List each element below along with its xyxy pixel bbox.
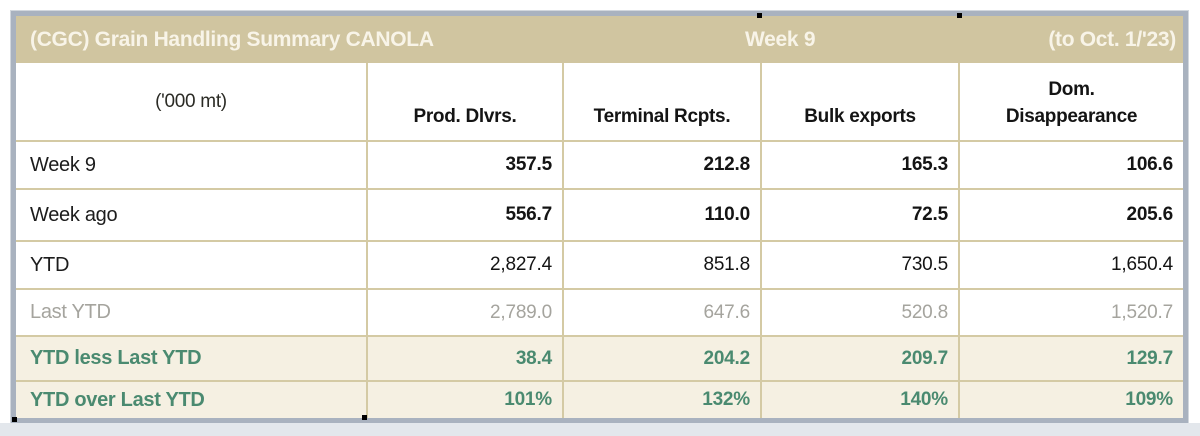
selection-handle[interactable] <box>362 415 367 420</box>
unit-label-cell: ('000 mt) <box>16 63 368 140</box>
cell-value: 72.5 <box>762 190 960 240</box>
cell-value: 730.5 <box>762 242 960 288</box>
cell-value: 165.3 <box>762 142 960 188</box>
table-row-week9: Week 9 357.5 212.8 165.3 106.6 <box>16 142 1183 190</box>
column-header-terminal-rcpts: Terminal Rcpts. <box>564 63 762 140</box>
cell-value: 647.6 <box>564 290 762 335</box>
cell-value: 212.8 <box>564 142 762 188</box>
row-label: Week 9 <box>16 142 368 188</box>
cell-value: 851.8 <box>564 242 762 288</box>
cell-value: 1,650.4 <box>1111 254 1173 275</box>
table-row-week-ago: Week ago 556.7 110.0 72.5 205.6 <box>16 190 1183 242</box>
row-label: YTD <box>16 242 368 288</box>
cell-value: 520.8 <box>762 290 960 335</box>
cell-value: 110.0 <box>564 190 762 240</box>
selection-handle[interactable] <box>957 13 962 18</box>
row-label: YTD over Last YTD <box>16 382 368 418</box>
table-row-ytd-over-last-ytd: YTD over Last YTD 101% 132% 140% 109% <box>16 382 1183 418</box>
to-date-label: (to Oct. 1/'23) <box>1048 27 1176 51</box>
grain-summary-table: ('000 mt) Prod. Dlvrs. Terminal Rcpts. B… <box>16 63 1183 418</box>
row-label: Week ago <box>16 190 368 240</box>
row-label: YTD less Last YTD <box>16 337 368 380</box>
cell-value: 204.2 <box>564 337 762 380</box>
grain-summary-table-frame: (CGC) Grain Handling Summary CANOLA Week… <box>10 10 1189 424</box>
cell-value: 106.6 <box>1126 154 1173 175</box>
cell-value: 556.7 <box>368 190 564 240</box>
table-title-bar: (CGC) Grain Handling Summary CANOLA Week… <box>16 16 1183 63</box>
table-row-ytd-less-last-ytd: YTD less Last YTD 38.4 204.2 209.7 129.7 <box>16 337 1183 382</box>
cell-value: 2,789.0 <box>368 290 564 335</box>
cell-value: 357.5 <box>368 142 564 188</box>
cell-value: 101% <box>368 382 564 418</box>
selection-handle[interactable] <box>757 13 762 18</box>
cell-value: 1,520.7 <box>1111 301 1173 323</box>
selection-handle[interactable] <box>12 417 17 422</box>
cell-value: 129.7 <box>1126 347 1173 369</box>
row-label: Last YTD <box>16 290 368 335</box>
cell-value: 109% <box>1125 389 1173 410</box>
column-header-row: ('000 mt) Prod. Dlvrs. Terminal Rcpts. B… <box>16 63 1183 142</box>
column-header-dom-disappearance: Dom. Disappearance <box>1005 78 1138 128</box>
table-row-ytd: YTD 2,827.4 851.8 730.5 1,650.4 <box>16 242 1183 290</box>
cell-value: 209.7 <box>762 337 960 380</box>
cell-value: 2,827.4 <box>368 242 564 288</box>
table-title: (CGC) Grain Handling Summary CANOLA <box>30 27 434 51</box>
cell-value: 205.6 <box>1126 204 1173 225</box>
cell-value: 38.4 <box>368 337 564 380</box>
week-number-label: Week 9 <box>745 27 816 51</box>
cell-value: 132% <box>564 382 762 418</box>
column-header-prod-dlvrs: Prod. Dlvrs. <box>368 63 564 140</box>
background-strip <box>0 423 1200 436</box>
cell-value: 140% <box>762 382 960 418</box>
table-row-last-ytd: Last YTD 2,789.0 647.6 520.8 1,520.7 <box>16 290 1183 337</box>
column-header-bulk-exports: Bulk exports <box>762 63 960 140</box>
